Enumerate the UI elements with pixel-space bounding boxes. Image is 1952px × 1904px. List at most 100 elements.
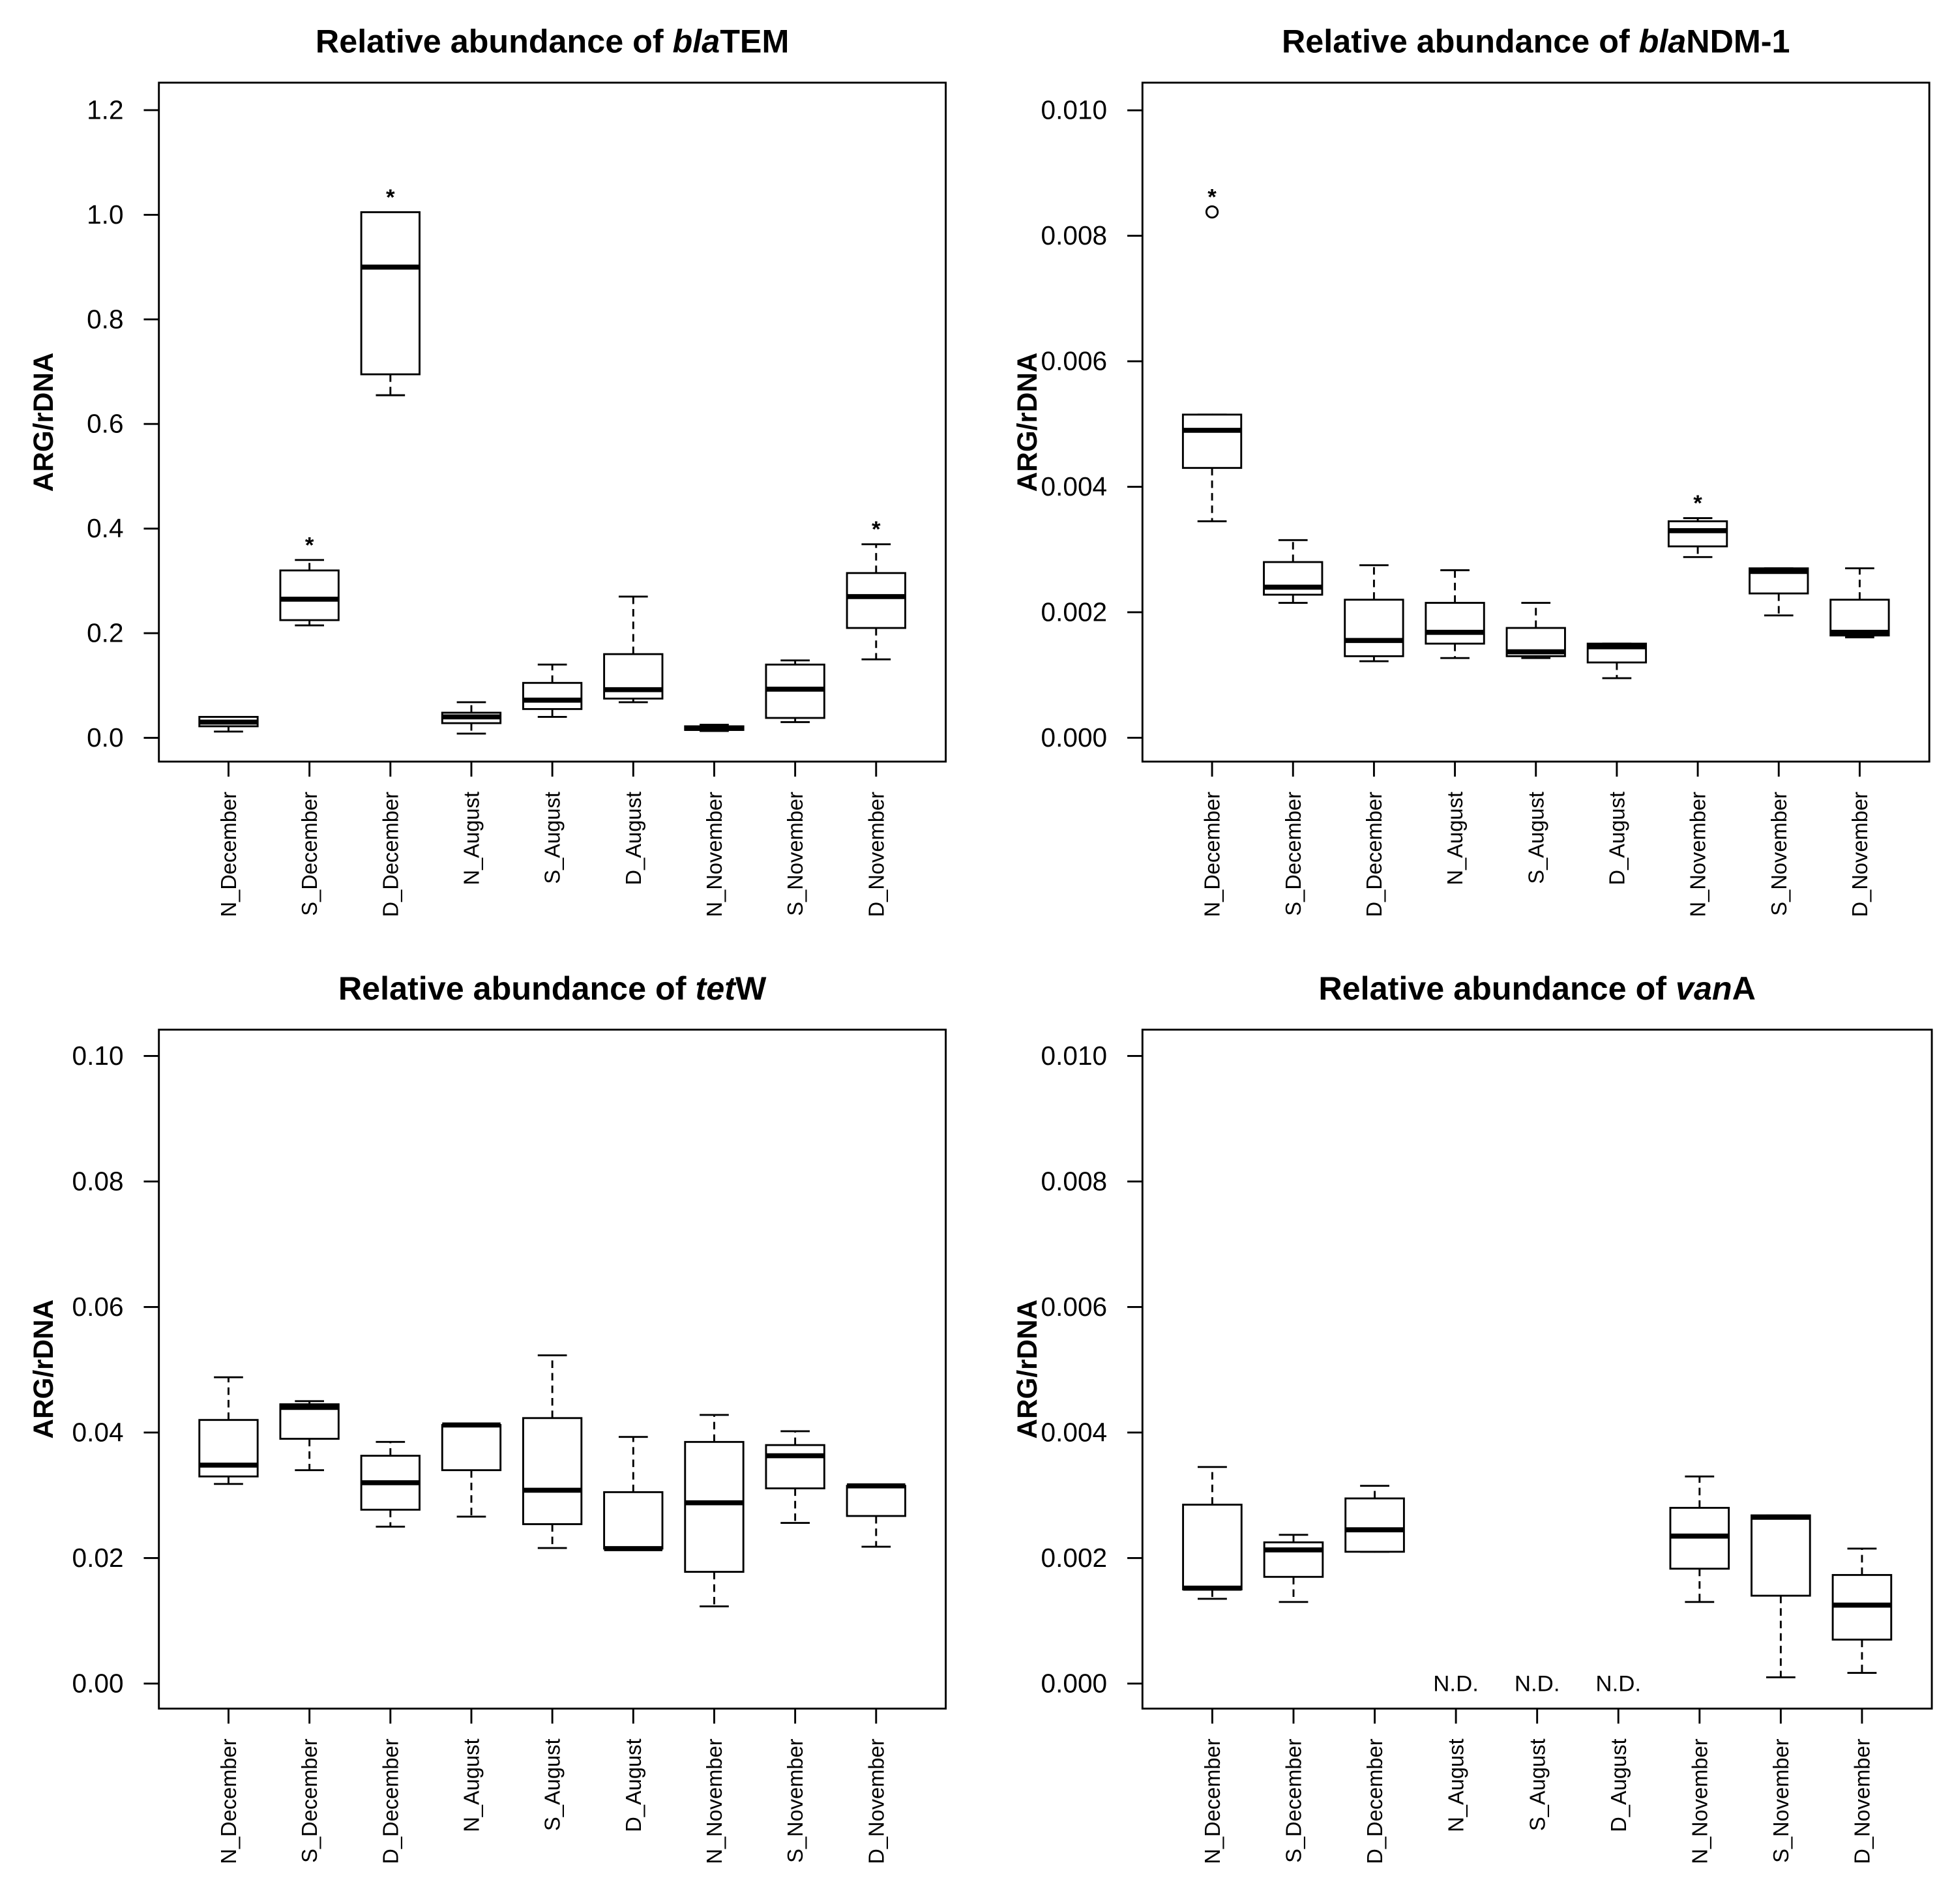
box	[279, 1403, 340, 1440]
y-tick-label: 0.000	[1041, 1668, 1108, 1698]
plot-frame	[1141, 1028, 1933, 1710]
y-axis-label: ARG/rDNA	[28, 353, 59, 492]
x-tick-label: D_November	[1848, 792, 1872, 917]
chart-title: Relative abundance of vanA	[1318, 970, 1756, 1007]
significance-mark: *	[1693, 491, 1702, 516]
x-tick-label: N_December	[1200, 792, 1224, 917]
title-part: NDM-1	[1686, 23, 1790, 60]
y-tick-label: 0.10	[72, 1041, 124, 1071]
x-tick-label: N_November	[1686, 792, 1710, 917]
box	[1829, 599, 1890, 637]
plot-frame	[158, 1028, 947, 1710]
y-tick-label: 0.004	[1041, 471, 1108, 501]
box	[279, 569, 340, 621]
significance-mark: *	[386, 185, 395, 210]
box	[684, 1440, 745, 1573]
x-tick-label: S_August	[540, 1738, 565, 1831]
x-tick-label: S_December	[297, 1738, 321, 1863]
x-tick-label: D_August	[1604, 792, 1629, 885]
x-tick-label: D_December	[1363, 1738, 1387, 1864]
box	[1182, 1504, 1243, 1590]
outlier	[1205, 205, 1219, 219]
x-tick-label: N_November	[1687, 1738, 1711, 1864]
box	[522, 1417, 583, 1525]
y-tick-label: 0.2	[87, 618, 123, 648]
box	[1667, 520, 1728, 548]
x-tick-label: D_November	[864, 792, 888, 917]
x-tick-label: N_November	[702, 1738, 726, 1864]
x-tick-label: D_November	[864, 1738, 888, 1864]
box	[765, 1444, 825, 1490]
x-tick-label: S_August	[1525, 1738, 1549, 1831]
x-tick-label: S_December	[1281, 792, 1305, 916]
chart-panel: Relative abundance of tetW ARG/rDNA 0.00 0.…	[28, 970, 947, 1864]
box	[198, 1419, 259, 1478]
y-tick-label: 0.010	[1041, 1041, 1108, 1071]
x-tick-label: S_December	[1281, 1738, 1305, 1863]
x-tick-label: N_August	[459, 1738, 483, 1832]
chart-title: Relative abundance of blaTEM	[316, 23, 789, 60]
box	[360, 211, 421, 376]
y-tick-label: 0.000	[1041, 722, 1108, 752]
x-tick-label: S_November	[1767, 792, 1791, 916]
significance-mark: *	[1207, 185, 1217, 210]
x-tick-label: N_December	[216, 1738, 241, 1864]
value-label: N.D.	[1595, 1672, 1641, 1697]
y-tick-label: 0.00	[72, 1668, 124, 1698]
y-axis-label: ARG/rDNA	[1012, 1300, 1043, 1439]
title-part: Relative abundance of	[338, 970, 696, 1007]
y-tick-label: 0.6	[87, 409, 123, 439]
value-label: N.D.	[1515, 1672, 1560, 1697]
plot-frame	[1141, 82, 1930, 763]
title-part: Relative abundance of	[1318, 970, 1676, 1007]
title-part: TEM	[720, 23, 789, 60]
x-tick-label: S_December	[297, 792, 321, 916]
box	[846, 572, 906, 629]
x-tick-label: S_November	[783, 792, 807, 916]
box	[1425, 602, 1485, 645]
box	[441, 1423, 502, 1472]
x-tick-label: D_December	[378, 792, 402, 917]
title-part: Relative abundance of	[316, 23, 673, 60]
x-tick-label: N_December	[1200, 1738, 1224, 1864]
x-tick-label: N_August	[1444, 1738, 1468, 1832]
title-part: A	[1732, 970, 1756, 1007]
box	[1344, 1497, 1405, 1553]
box	[846, 1485, 906, 1517]
x-tick-label: D_August	[1606, 1738, 1631, 1832]
y-tick-label: 1.0	[87, 200, 123, 230]
x-tick-label: D_December	[378, 1738, 402, 1864]
y-tick-label: 0.002	[1041, 597, 1108, 627]
box	[1263, 561, 1324, 596]
title-part: Relative abundance of	[1282, 23, 1639, 60]
x-tick-label: D_November	[1850, 1738, 1874, 1864]
significance-mark: *	[872, 517, 881, 542]
x-tick-label: D_August	[621, 792, 645, 885]
x-tick-label: S_August	[1524, 792, 1548, 884]
x-tick-label: S_August	[540, 792, 565, 884]
x-tick-label: S_November	[1769, 1738, 1793, 1863]
y-tick-label: 0.04	[72, 1417, 124, 1447]
y-axis-label: ARG/rDNA	[28, 1300, 59, 1439]
chart-title: Relative abundance of blaNDM-1	[1282, 23, 1790, 60]
y-axis-label: ARG/rDNA	[1012, 353, 1043, 492]
y-tick-label: 0.0	[87, 722, 123, 752]
chart-panel: Relative abundance of vanA ARG/rDNA 0.000 0…	[1012, 970, 1933, 1864]
y-tick-label: 0.06	[72, 1292, 124, 1322]
y-tick-label: 0.4	[87, 513, 123, 543]
y-tick-label: 0.006	[1041, 346, 1108, 376]
title-part: bla	[1639, 23, 1687, 60]
title-part: bla	[673, 23, 720, 60]
x-tick-label: N_August	[1443, 792, 1467, 885]
chart-panel: Relative abundance of blaNDM-1ARG/rDNA0.…	[1012, 23, 1930, 917]
box	[603, 1491, 664, 1550]
title-part: tet	[695, 970, 737, 1007]
x-tick-label: N_December	[216, 792, 241, 917]
title-part: W	[735, 970, 767, 1007]
chart-panel: Relative abundance of blaTEM ARG/rDNA 0.0 0…	[28, 23, 947, 917]
plot-frame	[158, 82, 947, 763]
y-tick-label: 0.8	[87, 304, 123, 334]
y-tick-label: 0.004	[1041, 1417, 1108, 1447]
